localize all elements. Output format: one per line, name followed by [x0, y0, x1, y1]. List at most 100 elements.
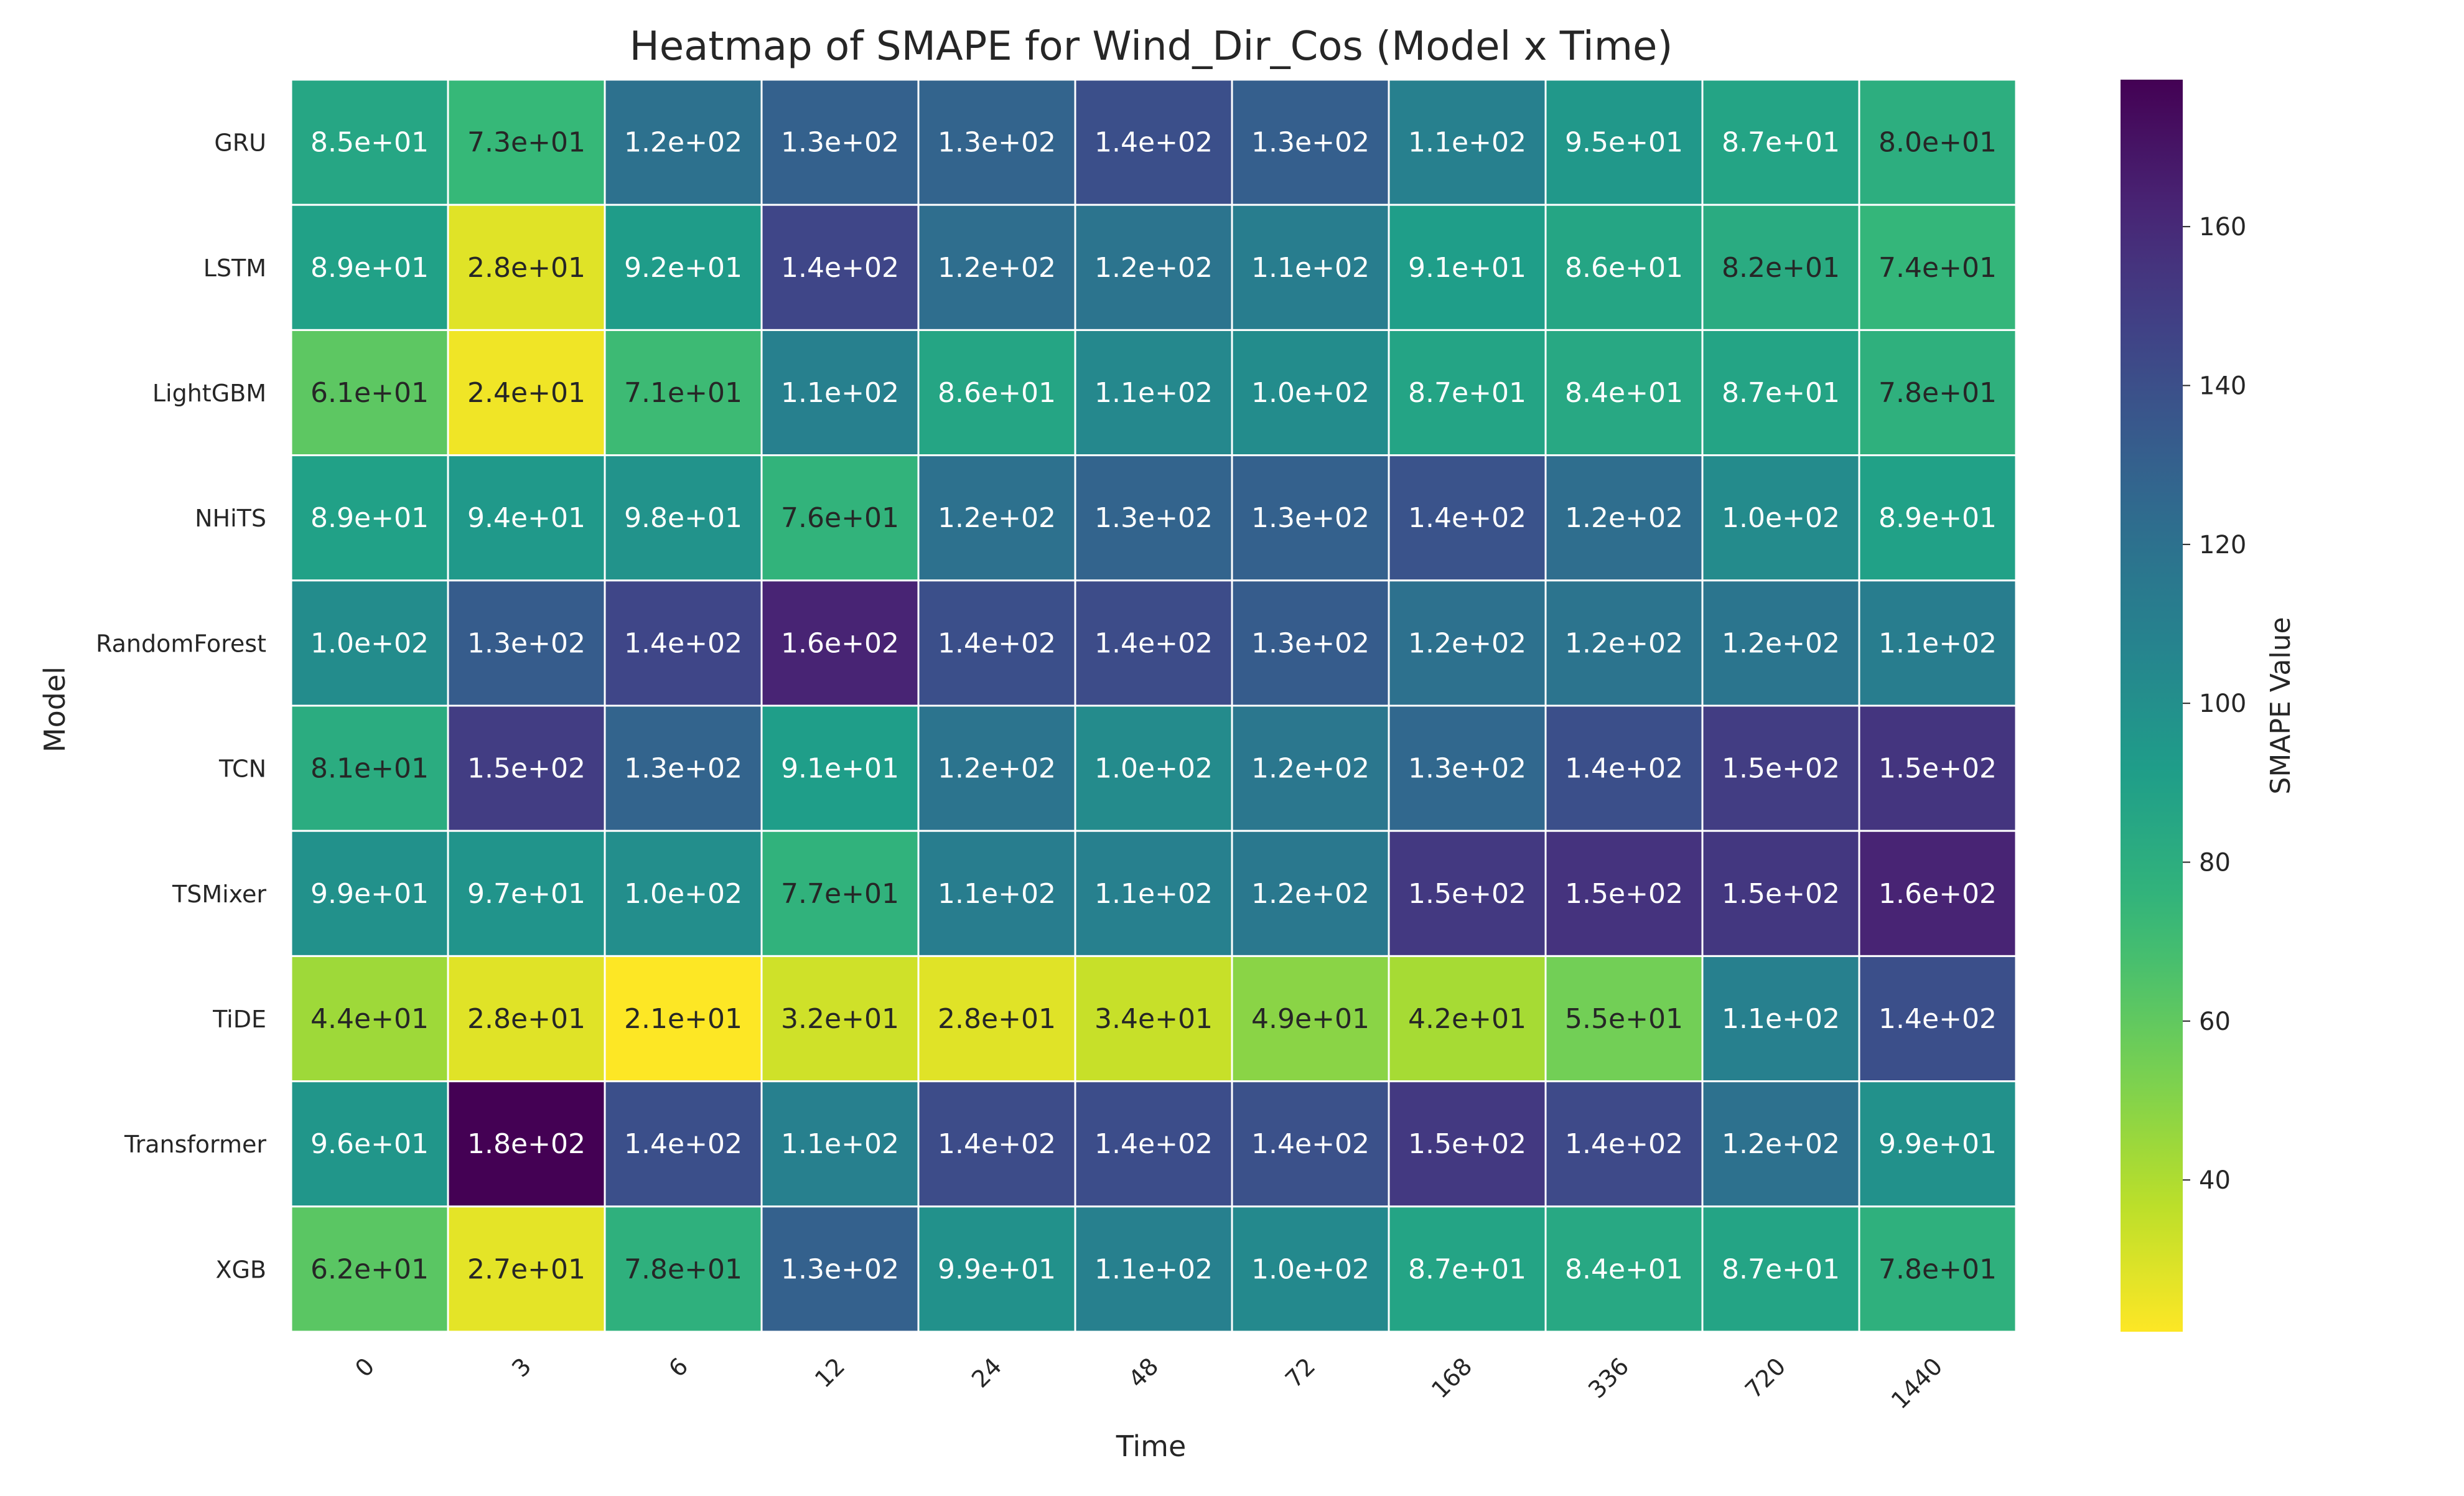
cell-value-label: 8.6e+01	[1565, 252, 1683, 284]
cell-value-label: 1.3e+02	[938, 127, 1056, 159]
y-tick-label: NHiTS	[195, 505, 266, 532]
heatmap-cell	[1231, 704, 1390, 832]
cell-value-label: 1.4e+02	[1565, 753, 1683, 785]
cell-value-label: 1.3e+02	[1408, 753, 1526, 785]
heatmap-cell	[1388, 955, 1547, 1083]
cell-value-label: 1.4e+02	[938, 1128, 1056, 1160]
y-tick-label: LSTM	[203, 255, 266, 282]
cell-value-label: 1.2e+02	[1565, 502, 1683, 534]
x-axis-label: Time	[1116, 1429, 1187, 1463]
cell-value-label: 9.2e+01	[624, 252, 742, 284]
cell-value-label: 1.5e+02	[1722, 753, 1840, 785]
heatmap-cell	[1388, 78, 1547, 206]
heatmap-cell	[604, 454, 763, 582]
heatmap-cell	[917, 1205, 1076, 1333]
heatmap-cell-labels: 8.5e+01 7.3e+01 1.2e+02 1.3e+02 1.3e+02 1.4e+…	[310, 127, 1997, 1286]
heatmap-cell	[604, 704, 763, 832]
heatmap-cell	[1074, 579, 1233, 707]
heatmap-cell	[604, 1080, 763, 1208]
heatmap-cell	[1858, 203, 2017, 331]
heatmap-cell	[760, 579, 920, 707]
cell-value-label: 4.9e+01	[1251, 1003, 1370, 1035]
cell-value-label: 7.8e+01	[624, 1253, 742, 1285]
heatmap-cell	[1544, 203, 1704, 331]
cell-value-label: 1.3e+02	[1251, 627, 1370, 659]
heatmap-cell	[760, 329, 920, 457]
cell-value-label: 1.4e+02	[624, 1128, 742, 1160]
cell-value-label: 9.8e+01	[624, 502, 742, 534]
cell-value-label: 1.2e+02	[938, 502, 1056, 534]
cell-value-label: 1.5e+02	[467, 753, 586, 785]
heatmap-cell	[1074, 1080, 1233, 1208]
cell-value-label: 2.8e+01	[467, 1003, 586, 1035]
heatmap-cell	[1544, 329, 1704, 457]
heatmap-cell	[760, 203, 920, 331]
heatmap-cell	[290, 1080, 449, 1208]
cell-value-label: 1.4e+02	[1878, 1003, 1997, 1035]
chart-title: Heatmap of SMAPE for Wind_Dir_Cos (Model…	[630, 24, 1673, 70]
heatmap-cell	[1544, 78, 1704, 206]
cell-value-label: 1.2e+02	[1251, 878, 1370, 910]
cell-value-label: 1.1e+02	[1251, 252, 1370, 284]
heatmap-cell	[447, 579, 606, 707]
cell-value-label: 9.9e+01	[938, 1253, 1056, 1285]
heatmap-cell	[1388, 704, 1547, 832]
heatmap-cell	[1231, 329, 1390, 457]
heatmap-cell	[760, 1080, 920, 1208]
heatmap-cell	[760, 704, 920, 832]
cell-value-label: 9.6e+01	[310, 1128, 429, 1160]
cell-value-label: 1.4e+02	[1094, 127, 1213, 159]
heatmap-cell	[1701, 955, 1860, 1083]
heatmap-cell	[1544, 955, 1704, 1083]
heatmap-cell	[290, 1205, 449, 1333]
cell-value-label: 1.2e+02	[938, 753, 1056, 785]
heatmap-cell	[290, 203, 449, 331]
heatmap-cell	[1388, 329, 1547, 457]
colorbar-tick-label: 80	[2199, 849, 2231, 877]
cell-value-label: 1.1e+02	[1094, 377, 1213, 409]
colorbar-label: SMAPE Value	[2265, 617, 2297, 794]
colorbar-tick-label: 120	[2199, 531, 2246, 559]
cell-value-label: 1.4e+02	[1565, 1128, 1683, 1160]
heatmap-cell	[1701, 830, 1860, 957]
heatmap-cell	[1388, 579, 1547, 707]
cell-value-label: 1.2e+02	[1094, 252, 1213, 284]
y-tick-label: Transformer	[124, 1131, 266, 1158]
cell-value-label: 8.7e+01	[1722, 1253, 1840, 1285]
cell-value-label: 1.4e+02	[1094, 627, 1213, 659]
colorbar-tick-label: 100	[2199, 690, 2246, 718]
heatmap-cell	[1858, 579, 2017, 707]
cell-value-label: 2.8e+01	[467, 252, 586, 284]
heatmap-cell	[1231, 579, 1390, 707]
cell-value-label: 3.2e+01	[781, 1003, 899, 1035]
heatmap-cell	[290, 704, 449, 832]
cell-value-label: 1.1e+02	[1094, 878, 1213, 910]
cell-value-label: 9.9e+01	[1878, 1128, 1997, 1160]
cell-value-label: 1.0e+02	[310, 627, 429, 659]
heatmap-cell	[290, 830, 449, 957]
cell-value-label: 1.1e+02	[781, 1128, 899, 1160]
cell-value-label: 8.4e+01	[1565, 1253, 1683, 1285]
colorbar-tick-label: 160	[2199, 213, 2246, 241]
heatmap-cell	[290, 329, 449, 457]
cell-value-label: 7.4e+01	[1878, 252, 1997, 284]
colorbar-tick-label: 140	[2199, 372, 2246, 401]
cell-value-label: 2.1e+01	[624, 1003, 742, 1035]
heatmap-cell	[1858, 955, 2017, 1083]
cell-value-label: 1.1e+02	[1408, 127, 1526, 159]
cell-value-label: 1.2e+02	[624, 127, 742, 159]
heatmap-cell	[1858, 1080, 2017, 1208]
cell-value-label: 1.1e+02	[1094, 1253, 1213, 1285]
cell-value-label: 8.1e+01	[310, 753, 429, 785]
cell-value-label: 2.4e+01	[467, 377, 586, 409]
heatmap-cell	[290, 78, 449, 206]
cell-value-label: 1.6e+02	[1878, 878, 1997, 910]
cell-value-label: 8.4e+01	[1565, 377, 1683, 409]
heatmap-cell	[917, 955, 1076, 1083]
heatmap-cells	[290, 78, 2017, 1333]
cell-value-label: 7.6e+01	[781, 502, 899, 534]
heatmap-cell	[290, 955, 449, 1083]
colorbar-tick-label: 60	[2199, 1007, 2231, 1036]
cell-value-label: 1.0e+02	[1722, 502, 1840, 534]
cell-value-label: 7.1e+01	[624, 377, 742, 409]
